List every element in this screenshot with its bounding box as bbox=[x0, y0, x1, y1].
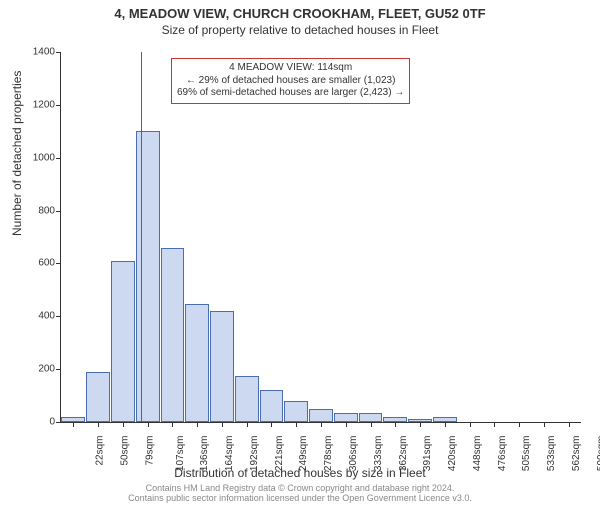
x-tick-label: 50sqm bbox=[120, 436, 131, 466]
y-tick-label: 200 bbox=[38, 364, 55, 375]
histogram-bar bbox=[309, 409, 333, 422]
histogram-bar bbox=[136, 131, 160, 422]
info-line: 69% of semi-detached houses are larger (… bbox=[177, 87, 404, 100]
histogram-bar bbox=[284, 401, 308, 422]
info-line: ← 29% of detached houses are smaller (1,… bbox=[177, 75, 404, 88]
chart-area: 020040060080010001200140022sqm50sqm79sqm… bbox=[60, 52, 580, 422]
histogram-bar bbox=[161, 248, 185, 422]
histogram-bar bbox=[86, 372, 110, 422]
y-tick-label: 1200 bbox=[33, 99, 55, 110]
plot-area: 020040060080010001200140022sqm50sqm79sqm… bbox=[60, 52, 581, 423]
histogram-bar bbox=[359, 413, 383, 422]
chart-subtitle: Size of property relative to detached ho… bbox=[0, 23, 600, 37]
y-tick-label: 600 bbox=[38, 258, 55, 269]
info-box: 4 MEADOW VIEW: 114sqm← 29% of detached h… bbox=[171, 58, 410, 104]
y-tick-label: 800 bbox=[38, 205, 55, 216]
x-axis-label: Distribution of detached houses by size … bbox=[0, 466, 600, 480]
info-line: 4 MEADOW VIEW: 114sqm bbox=[177, 62, 404, 75]
x-tick-label: 22sqm bbox=[95, 436, 106, 466]
x-tick-label: 79sqm bbox=[144, 436, 155, 466]
histogram-bar bbox=[185, 304, 209, 422]
reference-line bbox=[141, 52, 142, 422]
y-axis-label: Number of detached properties bbox=[10, 71, 24, 236]
y-tick-label: 1000 bbox=[33, 152, 55, 163]
attribution-text: Contains HM Land Registry data © Crown c… bbox=[0, 484, 600, 504]
histogram-bar bbox=[210, 311, 234, 422]
histogram-bar bbox=[235, 376, 259, 422]
chart-title: 4, MEADOW VIEW, CHURCH CROOKHAM, FLEET, … bbox=[0, 6, 600, 21]
y-tick-label: 0 bbox=[49, 417, 55, 428]
attribution-line1: Contains HM Land Registry data © Crown c… bbox=[146, 483, 455, 493]
histogram-bar bbox=[111, 261, 135, 422]
y-tick-label: 400 bbox=[38, 311, 55, 322]
attribution-line2: Contains public sector information licen… bbox=[128, 493, 472, 503]
histogram-bar bbox=[334, 413, 358, 422]
histogram-bar bbox=[260, 390, 284, 422]
y-tick-label: 1400 bbox=[33, 47, 55, 58]
